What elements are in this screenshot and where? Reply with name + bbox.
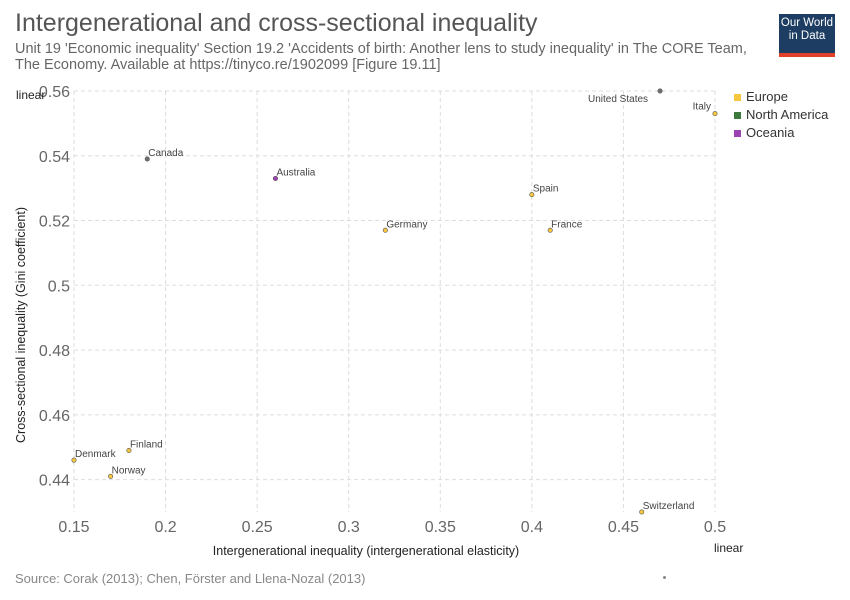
data-points: United States Italy Canada Australia Spain Ge… [71,88,718,515]
y-axis-label: Cross-sectional inequality (Gini coeffic… [14,207,28,443]
x-tick-label: 0.15 [58,519,89,536]
y-tick-label: 0.5 [48,278,70,295]
x-tick-label: 0.35 [425,519,456,536]
point-label: France [551,219,583,230]
point-label: Spain [533,184,559,195]
data-point[interactable] [126,447,132,453]
chart-subtitle: Unit 19 'Economic inequality' Section 19… [15,41,747,73]
owid-logo[interactable]: Our World in Data [779,14,835,57]
x-tick-label: 0.2 [154,519,176,536]
y-tick-label: 0.44 [39,473,70,490]
x-tick-label: 0.45 [608,519,639,536]
source-note: Source: Corak (2013); Chen, Förster and … [15,571,366,586]
legend-label[interactable]: North America [746,107,829,122]
logo-line-1: Our World [780,17,834,29]
y-tick-label: 0.56 [39,84,70,101]
point-label: Finland [130,439,163,450]
data-point[interactable] [657,88,663,94]
x-tick-label: 0.5 [704,519,726,536]
legend-swatch [734,130,741,137]
data-point[interactable] [529,192,535,198]
point-label: United States [588,94,648,105]
data-point[interactable] [547,227,553,233]
point-label: Denmark [75,449,117,460]
y-tick-label: 0.52 [39,214,70,231]
point-label: Germany [386,219,427,230]
legend: Europe North America Oceania [734,89,829,140]
footer-dot [663,576,666,579]
grid-lines [73,90,716,512]
point-label: Italy [693,102,711,113]
data-point[interactable] [712,111,718,117]
y-scale-toggle[interactable]: linear [16,88,45,102]
point-label: Australia [276,167,315,178]
data-point[interactable] [639,509,645,515]
data-point[interactable] [272,175,278,181]
legend-swatch [734,112,741,119]
x-axis-label: Intergenerational inequality (intergener… [213,544,519,558]
x-axis-ticks: 0.15 0.2 0.25 0.3 0.35 0.4 0.45 0.5 [58,519,726,536]
y-axis-ticks: 0.44 0.46 0.48 0.5 0.52 0.54 0.56 [39,84,70,490]
x-tick-label: 0.25 [242,519,273,536]
point-label: Switzerland [643,501,695,512]
legend-label[interactable]: Europe [746,89,788,104]
point-label: Norway [112,465,146,476]
x-scale-toggle[interactable]: linear [714,541,743,555]
y-tick-label: 0.48 [39,343,70,360]
data-point[interactable] [144,156,150,162]
data-point[interactable] [382,227,388,233]
data-point[interactable] [71,457,77,463]
data-point[interactable] [108,473,114,479]
y-tick-label: 0.46 [39,408,70,425]
x-tick-label: 0.3 [338,519,360,536]
legend-label[interactable]: Oceania [746,125,795,140]
x-tick-label: 0.4 [521,519,543,536]
logo-line-2: in Data [788,30,826,42]
chart-title: Intergenerational and cross-sectional in… [15,9,538,37]
legend-swatch [734,94,741,101]
y-tick-label: 0.54 [39,149,70,166]
point-label: Canada [148,148,183,159]
